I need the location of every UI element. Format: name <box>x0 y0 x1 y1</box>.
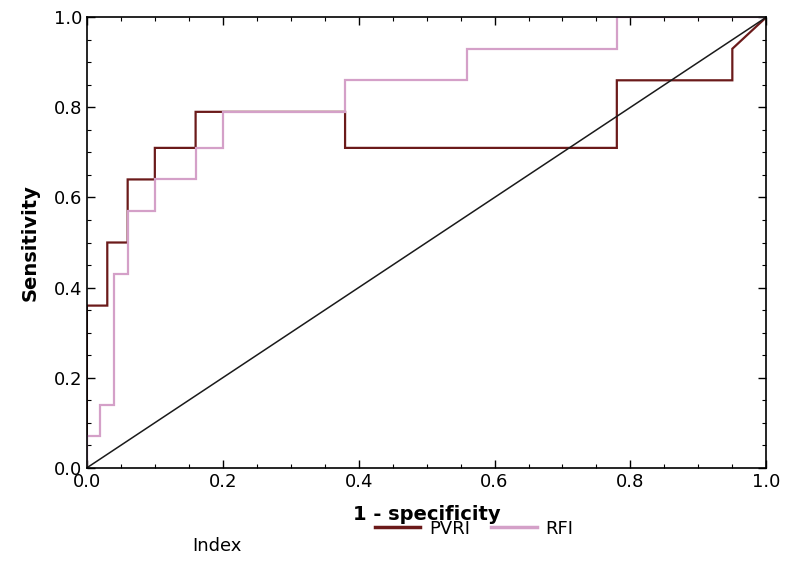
Text: Index: Index <box>193 537 242 556</box>
Y-axis label: Sensitivity: Sensitivity <box>21 184 40 301</box>
Legend: PVRI, RFI: PVRI, RFI <box>374 519 574 538</box>
X-axis label: 1 - specificity: 1 - specificity <box>353 505 500 523</box>
